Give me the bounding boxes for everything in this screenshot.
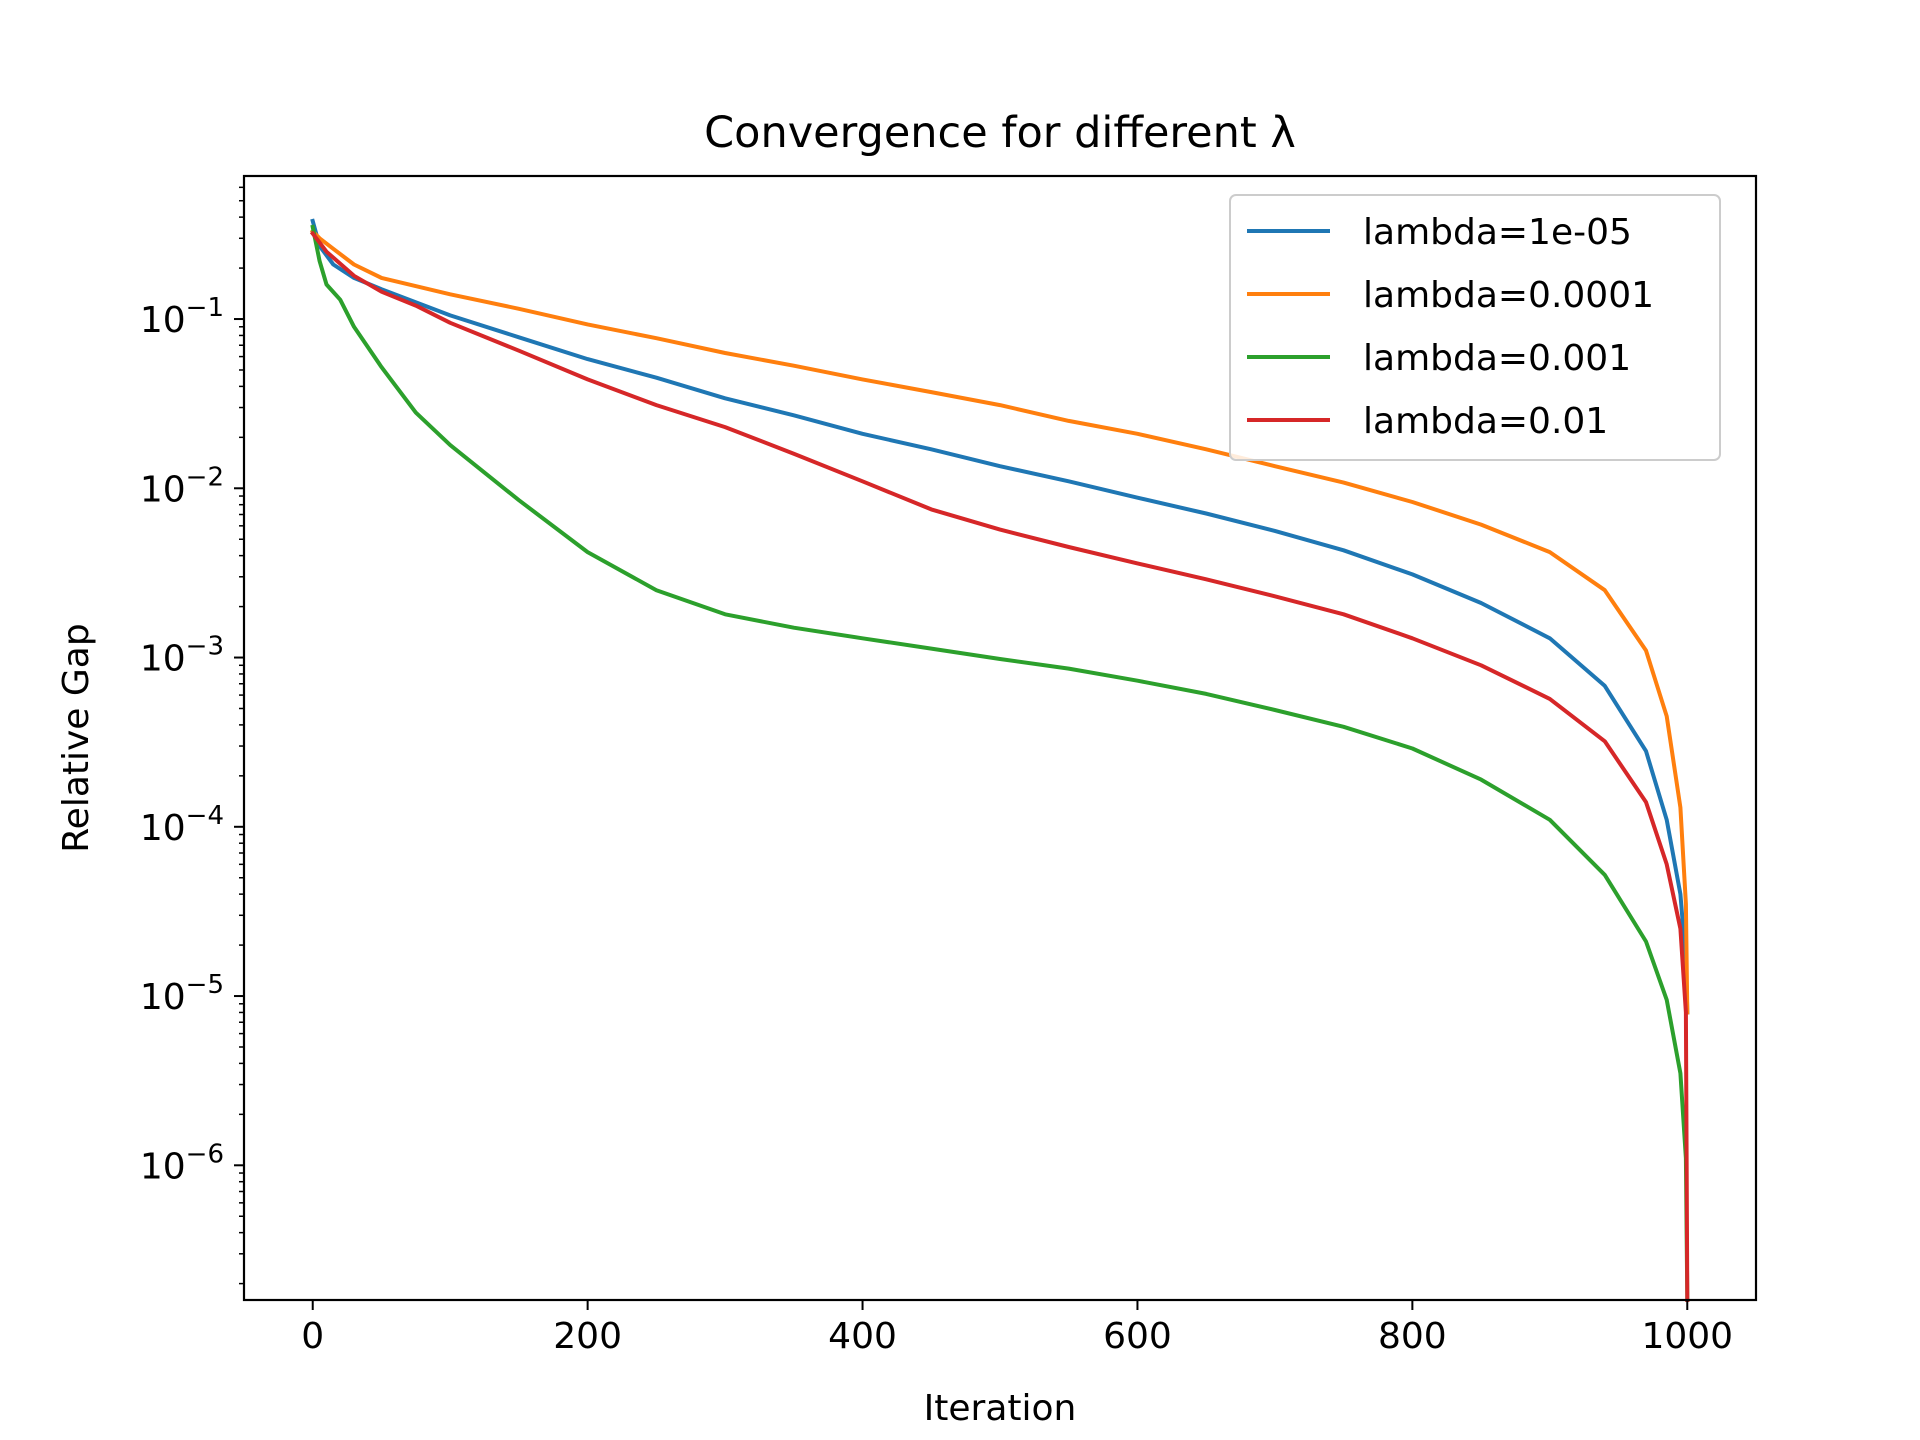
- y-tick-label: 10−3: [140, 632, 224, 680]
- x-tick-label: 0: [301, 1316, 324, 1357]
- axes-frame: [242, 174, 1758, 1302]
- y-axis: 10−1 10−2 10−3 10−4 10−5 10−6: [140, 186, 244, 1285]
- y-tick-label: 10−5: [140, 970, 224, 1018]
- y-tick-label: 10−2: [140, 462, 224, 510]
- x-tick-label: 600: [1103, 1316, 1172, 1357]
- series-line-0: [310, 218, 1690, 1015]
- x-tick-label: 400: [828, 1316, 897, 1357]
- plot-area: [309, 218, 1690, 1303]
- y-tick-label: 10−1: [140, 293, 224, 341]
- legend-label-3: lambda=0.01: [1363, 401, 1608, 442]
- series-line-1: [309, 228, 1690, 1015]
- series-line-2: [310, 224, 1690, 1303]
- legend-label-1: lambda=0.0001: [1363, 275, 1654, 316]
- y-axis-label: Relative Gap: [56, 623, 97, 852]
- legend-label-0: lambda=1e-05: [1363, 212, 1632, 253]
- y-tick-label: 10−6: [140, 1139, 224, 1187]
- legend: lambda=1e-05 lambda=0.0001 lambda=0.001 lam…: [1229, 194, 1721, 461]
- x-tick-label: 200: [553, 1316, 622, 1357]
- x-tick-label: 800: [1378, 1316, 1447, 1357]
- legend-box: [1229, 194, 1721, 461]
- series-line-3: [309, 230, 1690, 1303]
- chart-title: Convergence for different λ: [704, 108, 1296, 158]
- y-tick-label: 10−4: [140, 801, 224, 849]
- legend-label-2: lambda=0.001: [1363, 338, 1631, 379]
- x-axis-label: Iteration: [924, 1388, 1077, 1429]
- x-axis: 0 200 400 600 800 1000: [301, 1300, 1733, 1357]
- x-tick-label: 1000: [1641, 1316, 1733, 1357]
